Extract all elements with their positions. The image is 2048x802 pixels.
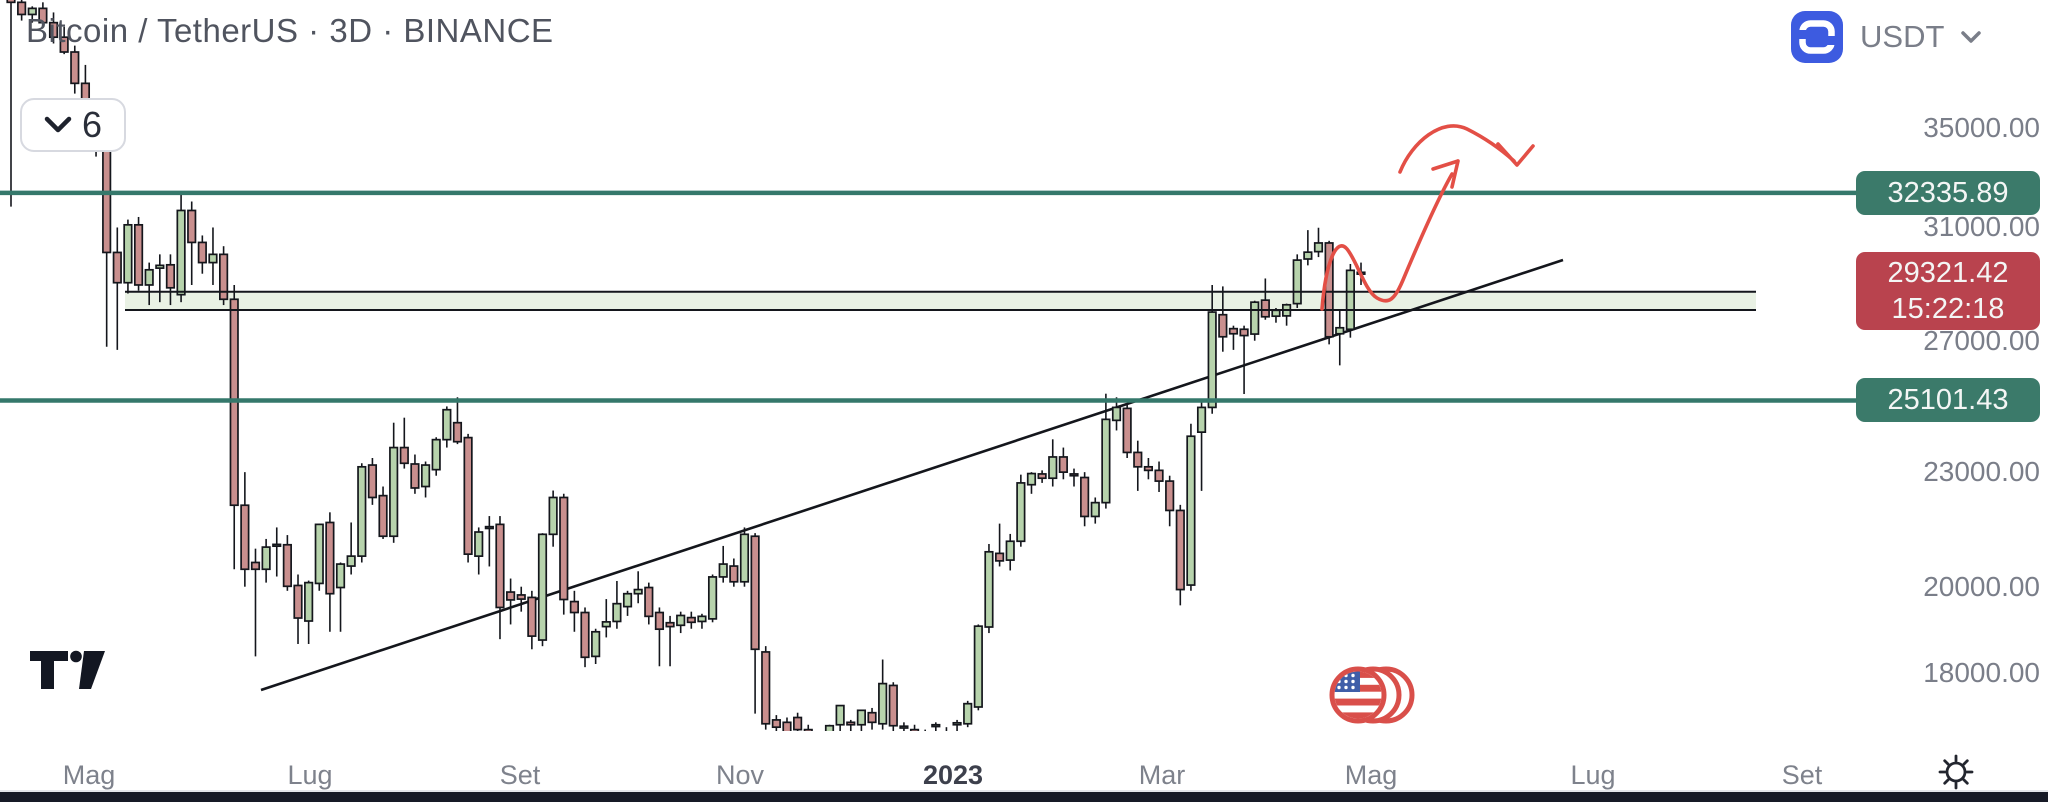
us-flag-coins-icon[interactable] bbox=[1320, 660, 1416, 730]
time-axis-year-label: 2023 bbox=[922, 760, 984, 790]
time-axis-month-label: Nov bbox=[715, 760, 765, 790]
last-price-badge: 29321.42 15:22:18 bbox=[1856, 252, 2040, 331]
time-axis-month-label: Lug bbox=[1570, 760, 1616, 790]
projection-arrow-drawing[interactable] bbox=[1398, 124, 1535, 174]
support-price-label: 25101.43 bbox=[1887, 384, 2009, 417]
price-tick-label: 20000.00 bbox=[1923, 570, 2040, 602]
projection-arrow-drawing[interactable] bbox=[1320, 159, 1460, 311]
price-tick-label: 35000.00 bbox=[1923, 112, 2040, 143]
time-axis-month-label: Lug bbox=[287, 760, 333, 790]
symbol-title[interactable]: Bitcoin / TetherUS · 3D · BINANCE bbox=[26, 12, 554, 49]
quote-currency-label: USDT bbox=[1860, 19, 1945, 54]
time-axis-month-label: Set bbox=[1781, 760, 1823, 790]
candle-series[interactable] bbox=[6, 0, 1366, 770]
drawings-count-label: 6 bbox=[81, 104, 103, 145]
price-tick-label: 18000.00 bbox=[1923, 657, 2040, 689]
usdt-coin-icon bbox=[1791, 11, 1843, 63]
time-axis-month-label: Set bbox=[499, 760, 541, 790]
resistance-price-label: 32335.89 bbox=[1887, 176, 2009, 209]
tradingview-logo[interactable] bbox=[28, 648, 108, 694]
last-price-label: 29321.42 bbox=[1887, 257, 2009, 290]
bottom-panel-edge bbox=[0, 790, 2048, 802]
price-tick-label: 23000.00 bbox=[1923, 456, 2040, 488]
time-axis-month-label: Mag bbox=[62, 760, 116, 790]
bar-countdown-label: 15:22:18 bbox=[1891, 293, 2005, 326]
drawings-dropdown-button[interactable]: 6 bbox=[20, 98, 126, 152]
trendline-drawing[interactable] bbox=[260, 258, 1564, 692]
supply-zone[interactable] bbox=[125, 291, 1756, 311]
theme-sun-icon[interactable] bbox=[1934, 750, 1978, 794]
time-axis-month-label: Mar bbox=[1138, 760, 1186, 790]
resistance-price-badge: 32335.89 bbox=[1856, 170, 2040, 215]
support-price-badge: 25101.43 bbox=[1856, 378, 2040, 423]
chevron-down-icon bbox=[1961, 31, 1982, 43]
quote-currency-selector[interactable]: USDT bbox=[1790, 10, 1982, 64]
time-scale[interactable]: Mag Lug Set Nov 2023 Mar Mag Lug Set bbox=[0, 748, 2048, 792]
price-tick-label: 31000.00 bbox=[1923, 211, 2040, 243]
chevron-down-icon bbox=[44, 116, 72, 133]
time-axis-month-label: Mag bbox=[1344, 760, 1398, 790]
